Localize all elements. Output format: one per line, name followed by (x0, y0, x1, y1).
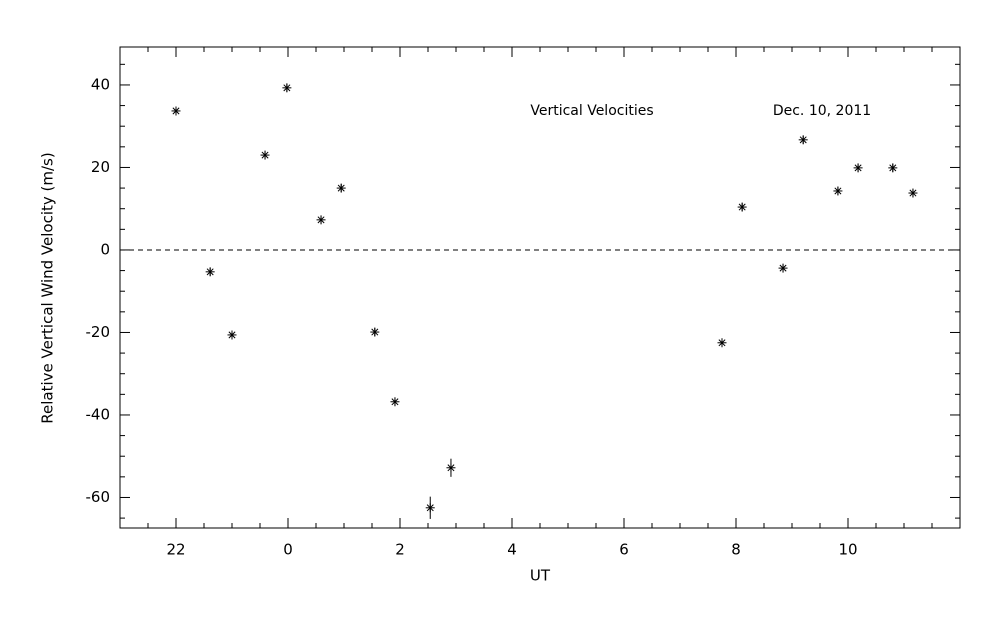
y-tick-label: 0 (100, 240, 110, 258)
y-axis-label: Relative Vertical Wind Velocity (m/s) (39, 152, 57, 423)
point (717, 338, 727, 348)
point (778, 263, 788, 273)
point (260, 150, 270, 160)
point (316, 215, 326, 225)
asterisk-stroke (283, 84, 291, 92)
x-tick-label: 8 (731, 541, 741, 559)
asterisk-stroke (889, 164, 897, 172)
asterisk-stroke (909, 189, 917, 197)
asterisk-stroke (779, 264, 787, 272)
point (227, 330, 237, 340)
asterisk-stroke (317, 216, 325, 224)
asterisk-stroke (854, 164, 862, 172)
asterisk-stroke (391, 398, 399, 406)
y-tick-label: -20 (86, 323, 111, 341)
point (205, 267, 215, 277)
asterisk-stroke (834, 187, 842, 195)
point (798, 135, 808, 145)
asterisk-stroke (718, 339, 726, 347)
point (737, 202, 747, 212)
asterisk-stroke (172, 107, 180, 115)
asterisk-stroke (228, 331, 236, 339)
annotation: Dec. 10, 2011 (773, 103, 871, 119)
y-tick-label: 40 (91, 75, 110, 93)
point (908, 188, 918, 198)
point (390, 397, 400, 407)
asterisk-stroke (799, 136, 807, 144)
x-tick-label: 0 (283, 541, 293, 559)
point (370, 327, 380, 337)
y-tick-label: 20 (91, 158, 110, 176)
point (888, 163, 898, 173)
x-tick-label: 6 (619, 541, 629, 559)
point (833, 186, 843, 196)
asterisk-stroke (447, 464, 455, 472)
point (171, 106, 181, 116)
asterisk-stroke (426, 504, 434, 512)
plot-frame (119, 46, 961, 529)
y-tick-label: -40 (86, 405, 111, 423)
y-tick-label: -60 (86, 488, 111, 506)
asterisk-stroke (371, 328, 379, 336)
annotation: Vertical Velocities (530, 103, 653, 119)
x-tick-label: 22 (166, 541, 185, 559)
point (336, 183, 346, 193)
asterisk-stroke (738, 203, 746, 211)
point (446, 463, 456, 473)
point (853, 163, 863, 173)
asterisk-stroke (337, 184, 345, 192)
asterisk-stroke (206, 268, 214, 276)
point (282, 83, 292, 93)
x-axis-label: UT (530, 567, 551, 585)
x-tick-label: 2 (395, 541, 405, 559)
x-tick-label: 10 (838, 541, 857, 559)
point (425, 503, 435, 513)
asterisk-stroke (261, 151, 269, 159)
x-tick-label: 4 (507, 541, 517, 559)
